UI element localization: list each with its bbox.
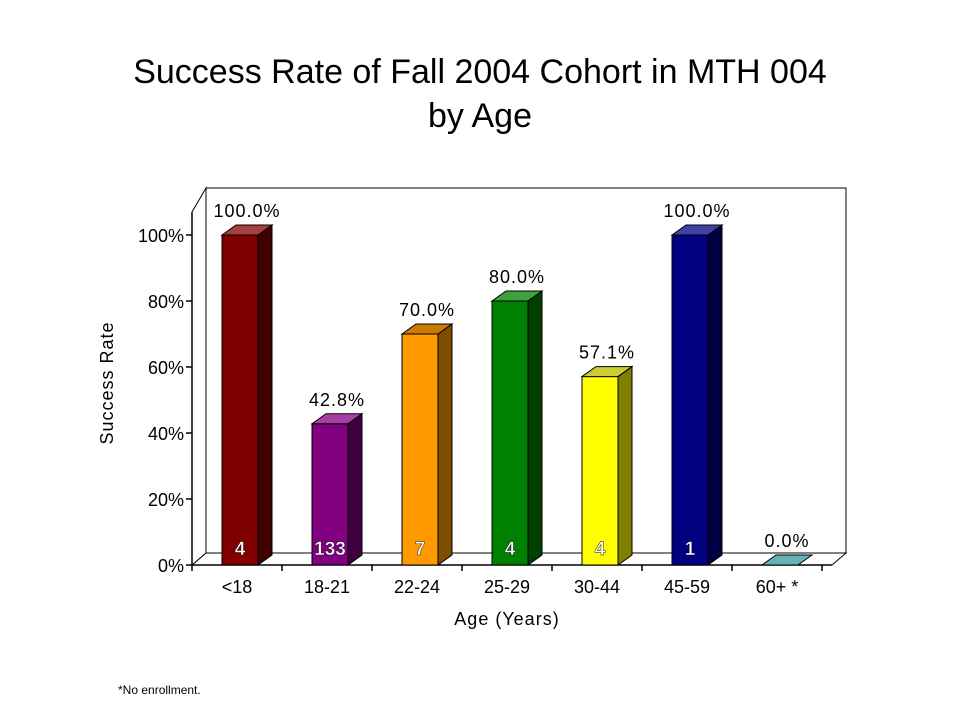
bar-side — [527, 290, 543, 566]
bar-top — [580, 366, 634, 378]
bar-top — [310, 413, 364, 425]
bar-side — [257, 224, 273, 566]
x-tick-label: 30-44 — [574, 577, 620, 597]
bar-count-label: 1 — [685, 539, 696, 560]
bar-value-label: 80.0% — [489, 267, 545, 287]
x-tick-label: 18-21 — [304, 577, 350, 597]
y-tick-label: 100% — [138, 226, 184, 246]
chart-title: Success Rate of Fall 2004 Cohort in MTH … — [0, 50, 960, 138]
bar-top — [400, 323, 454, 335]
bar-side — [707, 224, 723, 566]
bar-front — [401, 333, 439, 566]
bar-value-label: 0.0% — [764, 531, 809, 551]
bar-front — [221, 234, 259, 566]
bar-side — [347, 412, 363, 566]
bar-top — [760, 554, 814, 566]
y-tick-label: 20% — [148, 490, 184, 510]
bar-side — [437, 323, 453, 566]
bar-value-label: 100.0% — [213, 201, 280, 221]
x-tick-label: <18 — [222, 577, 253, 597]
bar-front — [671, 234, 709, 566]
x-tick-label: 45-59 — [664, 577, 710, 597]
bar-value-label: 100.0% — [663, 201, 730, 221]
bar-front — [491, 300, 529, 566]
x-tick-label: 60+ * — [756, 577, 799, 597]
bar-count-label: 4 — [235, 539, 246, 560]
y-tick-label: 40% — [148, 424, 184, 444]
x-tick-label: 22-24 — [394, 577, 440, 597]
y-axis-title: Success Rate — [97, 321, 117, 444]
bar-count-label: 4 — [505, 539, 516, 560]
bar-value-label: 42.8% — [309, 390, 365, 410]
y-tick-label: 80% — [148, 292, 184, 312]
bar-value-label: 57.1% — [579, 343, 635, 363]
bar-count-label: 4 — [595, 539, 606, 560]
chart-title-line-2: by Age — [428, 97, 532, 135]
bar-top — [670, 224, 724, 236]
bar-side — [617, 365, 633, 566]
bar-count-label: 133 — [314, 539, 346, 560]
bar-count-label: 7 — [415, 539, 426, 560]
x-tick-label: 25-29 — [484, 577, 530, 597]
y-tick-label: 0% — [158, 556, 184, 576]
bar-value-label: 70.0% — [399, 300, 455, 320]
bar-top — [490, 290, 544, 302]
footnote: *No enrollment. — [118, 683, 201, 697]
x-axis-title: Age (Years) — [454, 609, 559, 629]
bar-front — [581, 376, 619, 566]
y-tick-label: 60% — [148, 358, 184, 378]
plot-side-wall — [191, 186, 207, 567]
chart-title-line-1: Success Rate of Fall 2004 Cohort in MTH … — [133, 53, 827, 91]
bar-top — [220, 224, 274, 236]
